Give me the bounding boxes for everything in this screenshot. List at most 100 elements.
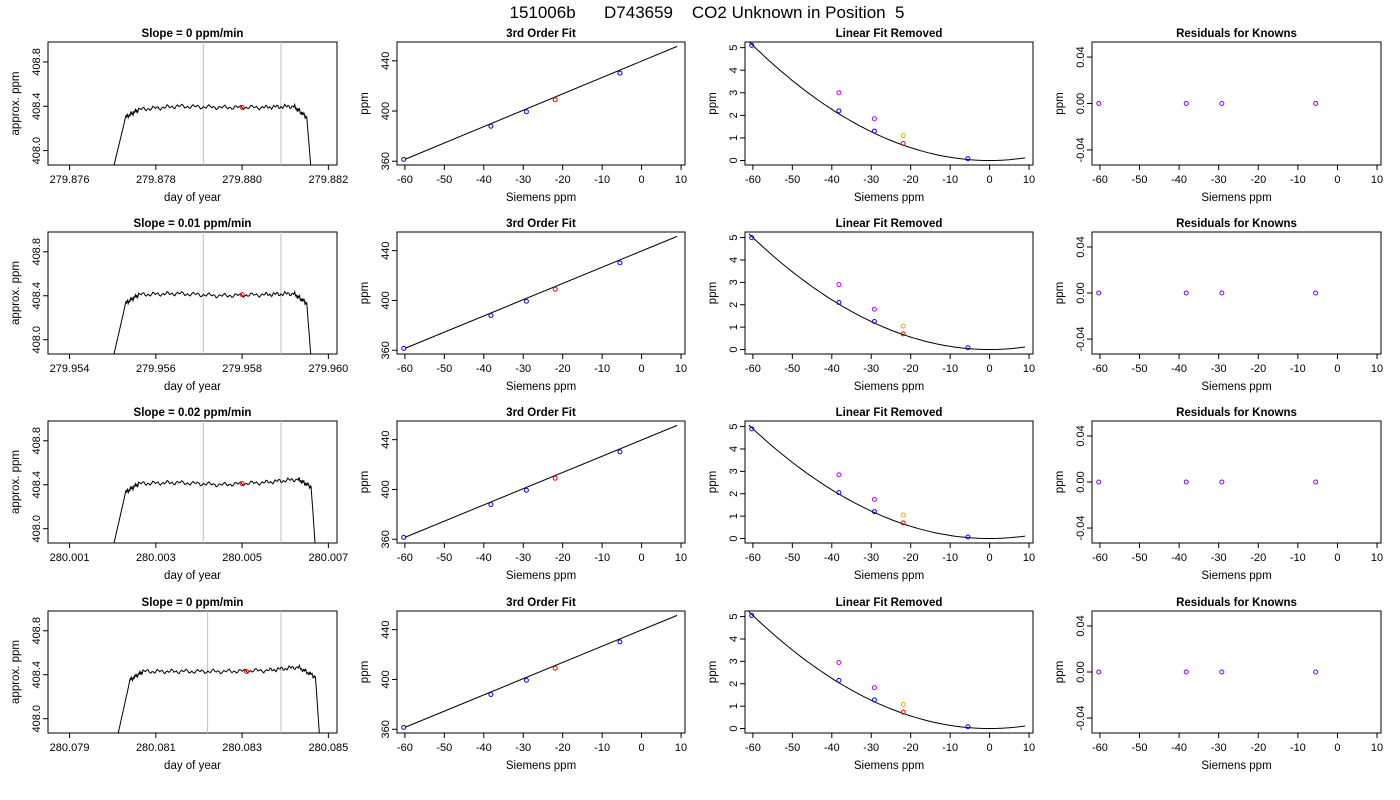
- x-tick-label: 280.079: [50, 742, 90, 754]
- data-point: [552, 665, 558, 671]
- data-point: [401, 724, 407, 730]
- fit-curve: [748, 42, 1026, 161]
- panel-title: Linear Fit Removed: [836, 218, 943, 230]
- panel-title: 3rd Order Fit: [506, 28, 576, 40]
- y-tick-label: 408.8: [31, 48, 43, 76]
- data-point: [900, 520, 906, 526]
- x-tick-label: -60: [397, 742, 413, 754]
- x-tick-label: -40: [824, 742, 840, 754]
- series-trace: [113, 477, 316, 543]
- x-tick-label: 279.954: [50, 363, 90, 375]
- x-axis-label: day of year: [164, 192, 221, 204]
- panel-r2-c1: Slope = 0.01 ppm/min 279.954 279.956 279.95…: [10, 218, 348, 393]
- y-tick-label: 0: [728, 725, 740, 731]
- plot-frame: [1091, 41, 1382, 166]
- y-tick-label: 1: [728, 324, 740, 330]
- data-point: [617, 449, 623, 455]
- y-tick-label: 5: [728, 235, 740, 241]
- panel-title: Slope = 0 ppm/min: [142, 28, 244, 40]
- y-tick-label: 3: [728, 279, 740, 285]
- plot-data: [748, 611, 1026, 730]
- x-tick-label: -30: [1211, 742, 1227, 754]
- data-point: [401, 534, 407, 540]
- panel-title: Residuals for Knowns: [1176, 28, 1297, 40]
- plot-frame: [1091, 231, 1382, 355]
- y-axis-label: ppm: [1054, 282, 1066, 304]
- y-tick-label: 0.04: [1075, 425, 1087, 446]
- data-point: [488, 502, 494, 508]
- x-tick-label: 10: [1023, 552, 1035, 564]
- x-tick-label: 10: [1023, 742, 1035, 754]
- plot-data: [113, 42, 312, 165]
- plot-frame: [47, 610, 338, 734]
- x-tick-label: 10: [1371, 742, 1383, 754]
- y-tick-label: 408.0: [31, 137, 43, 165]
- x-tick-label: -60: [397, 552, 413, 564]
- y-tick-label: 408.4: [31, 282, 43, 310]
- y-tick-label: -0.04: [1075, 705, 1087, 730]
- plot-frame: [47, 420, 338, 544]
- panel-r3-c2: 3rd Order Fit -60 -50 -40 -30 -20 -10 0 10 360 400…: [359, 407, 687, 582]
- x-tick-label: 0: [639, 363, 645, 375]
- data-point: [900, 331, 906, 337]
- y-axis-label: approx. ppm: [10, 450, 22, 514]
- x-tick-label: -10: [942, 742, 958, 754]
- x-tick-label: -50: [1132, 742, 1148, 754]
- x-axis-label: Siemens ppm: [854, 192, 924, 204]
- y-tick-label: 408.4: [31, 93, 43, 121]
- y-tick-label: -0.04: [1075, 515, 1087, 540]
- data-point: [900, 709, 906, 715]
- x-tick-label: -20: [1250, 174, 1266, 186]
- plot-frame: [396, 41, 686, 166]
- data-point: [401, 345, 407, 351]
- x-tick-label: 10: [1023, 363, 1035, 375]
- y-axis-label: approx. ppm: [10, 72, 22, 136]
- data-point: [871, 697, 877, 703]
- panel-title: Linear Fit Removed: [836, 407, 943, 419]
- x-tick-label: -30: [863, 742, 879, 754]
- fit-curve: [748, 424, 1026, 539]
- data-point: [871, 509, 877, 515]
- x-tick-label: -10: [1290, 552, 1306, 564]
- sample-marker: [239, 292, 245, 298]
- data-point: [836, 490, 842, 496]
- x-tick-label: -40: [1171, 174, 1187, 186]
- y-tick-label: 2: [728, 112, 740, 118]
- x-tick-label: -50: [784, 552, 800, 564]
- fit-line: [404, 235, 678, 349]
- y-axis-label: ppm: [359, 471, 371, 493]
- data-point: [1096, 290, 1102, 296]
- x-tick-label: -40: [476, 552, 492, 564]
- plot-frame: [396, 610, 686, 734]
- plot-data: [401, 45, 678, 162]
- x-tick-label: 279.956: [136, 363, 176, 375]
- plot-frame: [47, 231, 338, 355]
- x-tick-label: 0: [987, 552, 993, 564]
- data-point: [965, 724, 971, 730]
- x-tick-label: -30: [515, 552, 531, 564]
- x-tick-label: -10: [1290, 742, 1306, 754]
- x-tick-label: 280.083: [222, 742, 262, 754]
- x-tick-label: 280.005: [222, 552, 262, 564]
- x-tick-label: 279.880: [222, 174, 262, 186]
- plot-frame: [744, 231, 1034, 355]
- y-tick-label: 1: [728, 703, 740, 709]
- data-point: [552, 475, 558, 481]
- x-tick-label: -60: [397, 363, 413, 375]
- y-tick-label: 0.00: [1075, 471, 1087, 492]
- data-point: [1183, 290, 1189, 296]
- x-tick-label: -20: [903, 742, 919, 754]
- fit-line: [404, 424, 678, 538]
- data-point: [965, 345, 971, 351]
- x-tick-label: 0: [639, 174, 645, 186]
- x-tick-label: 279.878: [136, 174, 176, 186]
- data-point: [871, 685, 877, 691]
- x-tick-label: 10: [1023, 174, 1035, 186]
- y-tick-label: 408.8: [31, 617, 43, 645]
- data-point: [836, 677, 842, 683]
- data-point: [900, 512, 906, 518]
- data-point: [617, 70, 623, 76]
- x-tick-label: -20: [1250, 363, 1266, 375]
- plot-frame: [47, 41, 338, 166]
